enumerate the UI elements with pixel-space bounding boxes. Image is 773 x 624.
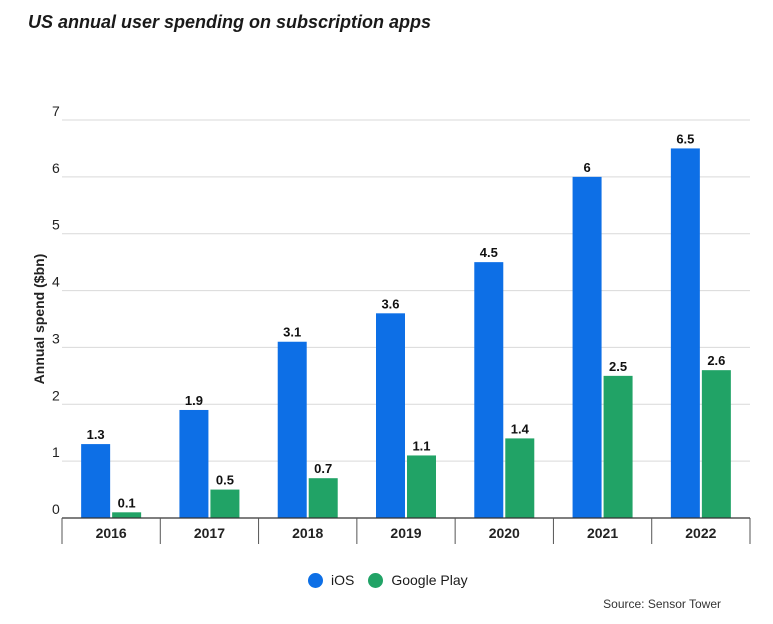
source-note: Source: Sensor Tower xyxy=(603,597,721,611)
data-label-google-play-2022: 2.6 xyxy=(707,353,725,368)
bar-google-play-2021 xyxy=(603,375,633,518)
bar-google-play-2016 xyxy=(112,512,142,518)
chart-title: US annual user spending on subscription … xyxy=(28,12,432,32)
chart-legend: iOS Google Play xyxy=(308,572,468,588)
data-label-ios-2017: 1.9 xyxy=(185,393,203,408)
y-tick-label-0: 0 xyxy=(52,501,60,517)
bar-ios-2020 xyxy=(474,262,504,518)
x-tick-label-2020: 2020 xyxy=(489,525,520,541)
bar-ios-2017 xyxy=(179,409,209,518)
x-tick-label-2018: 2018 xyxy=(292,525,323,541)
legend-swatch-google-play xyxy=(368,572,384,588)
data-label-google-play-2020: 1.4 xyxy=(511,421,530,436)
y-tick-label-5: 5 xyxy=(52,217,60,233)
y-tick-label-3: 3 xyxy=(52,330,60,346)
x-tick-label-2019: 2019 xyxy=(390,525,421,541)
data-label-google-play-2016: 0.1 xyxy=(118,495,136,510)
data-label-ios-2021: 6 xyxy=(583,160,590,175)
data-label-ios-2022: 6.5 xyxy=(676,131,694,146)
bar-ios-2022 xyxy=(670,148,700,518)
data-label-google-play-2018: 0.7 xyxy=(314,461,332,476)
y-axis-label: Annual spend ($bn) xyxy=(31,254,47,385)
legend-label-google-play: Google Play xyxy=(391,572,468,588)
data-label-ios-2019: 3.6 xyxy=(381,296,399,311)
bar-google-play-2018 xyxy=(308,478,338,518)
bar-google-play-2017 xyxy=(210,489,240,518)
legend-label-ios: iOS xyxy=(331,572,355,588)
data-label-ios-2018: 3.1 xyxy=(283,325,301,340)
data-label-google-play-2019: 1.1 xyxy=(412,438,430,453)
y-tick-label-1: 1 xyxy=(52,444,60,460)
legend-item-ios: iOS xyxy=(308,572,354,588)
x-tick-label-2021: 2021 xyxy=(587,525,618,541)
y-tick-label-6: 6 xyxy=(52,160,60,176)
legend-item-google-play: Google Play xyxy=(368,572,468,588)
bar-google-play-2020 xyxy=(505,438,535,518)
data-label-ios-2016: 1.3 xyxy=(87,427,105,442)
x-tick-label-2017: 2017 xyxy=(194,525,225,541)
bar-ios-2021 xyxy=(572,176,602,518)
data-label-google-play-2021: 2.5 xyxy=(609,359,627,374)
bar-ios-2018 xyxy=(277,341,307,518)
y-tick-label-4: 4 xyxy=(52,274,60,290)
x-tick-label-2022: 2022 xyxy=(685,525,716,541)
bar-chart: 0 1 2 3 4 5 6 7 Annual spend ($bn) 1.3 0.1 2016 1.9 0… xyxy=(31,103,751,544)
y-tick-label-7: 7 xyxy=(52,103,60,119)
bar-google-play-2022 xyxy=(701,370,731,518)
bar-google-play-2019 xyxy=(407,455,436,518)
bar-ios-2016 xyxy=(81,444,111,518)
legend-swatch-ios xyxy=(308,572,323,588)
data-label-ios-2020: 4.5 xyxy=(480,245,498,260)
data-label-google-play-2017: 0.5 xyxy=(216,473,234,488)
y-tick-label-2: 2 xyxy=(52,387,60,403)
bar-ios-2019 xyxy=(376,313,405,518)
x-tick-label-2016: 2016 xyxy=(96,525,127,541)
